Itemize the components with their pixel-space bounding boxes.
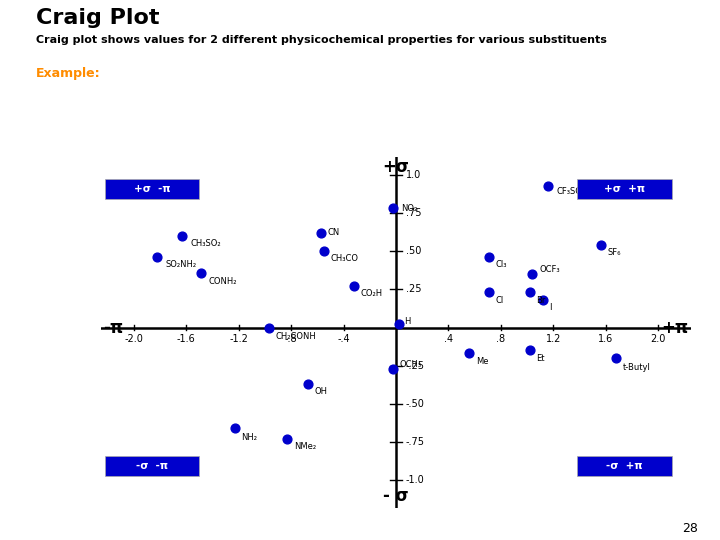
Point: [537, 296, 549, 305]
Text: -.25: -.25: [406, 361, 425, 370]
Point: [194, 268, 206, 277]
Text: Craig plot shows values for 2 different physicochemical properties for various s: Craig plot shows values for 2 different …: [36, 35, 607, 45]
Text: SF₆: SF₆: [607, 248, 621, 257]
Text: +σ: +σ: [382, 158, 410, 176]
Text: -.8: -.8: [284, 334, 297, 344]
Point: [282, 435, 293, 443]
FancyBboxPatch shape: [577, 179, 672, 199]
Point: [464, 349, 475, 358]
Text: 1.0: 1.0: [406, 170, 421, 180]
Text: -1.2: -1.2: [229, 334, 248, 344]
Point: [542, 181, 554, 190]
FancyBboxPatch shape: [577, 456, 672, 476]
Text: -.4: -.4: [337, 334, 350, 344]
Text: 2.0: 2.0: [651, 334, 666, 344]
Point: [527, 270, 539, 279]
Text: CF₃SO₃: CF₃SO₃: [556, 187, 585, 196]
Text: NMe₂: NMe₂: [294, 442, 316, 451]
Text: .50: .50: [406, 246, 421, 256]
Text: SO₂NH₂: SO₂NH₂: [165, 260, 197, 269]
Text: CH₃CO: CH₃CO: [330, 254, 359, 264]
Text: -σ  +π: -σ +π: [606, 461, 642, 471]
Point: [595, 241, 606, 249]
Point: [315, 228, 327, 237]
Text: +π: +π: [662, 319, 688, 336]
Point: [176, 232, 188, 240]
Text: +σ  +π: +σ +π: [604, 185, 645, 194]
Text: Cl₃: Cl₃: [495, 260, 507, 269]
Point: [318, 247, 330, 255]
Text: +σ  -π: +σ -π: [134, 185, 170, 194]
Text: I: I: [549, 303, 552, 312]
Text: -σ  -π: -σ -π: [136, 461, 168, 471]
Point: [483, 253, 495, 262]
Text: -1.6: -1.6: [176, 334, 195, 344]
Text: -π: -π: [104, 319, 124, 336]
Text: CO₂H: CO₂H: [361, 289, 383, 299]
Text: t-Butyl: t-Butyl: [623, 363, 651, 372]
Point: [151, 253, 163, 262]
Text: -1.0: -1.0: [406, 475, 425, 485]
Point: [229, 424, 240, 433]
Text: Example:: Example:: [36, 68, 101, 80]
Text: - σ: - σ: [383, 487, 409, 504]
FancyBboxPatch shape: [104, 179, 199, 199]
Point: [611, 354, 622, 362]
Text: .75: .75: [406, 208, 421, 218]
Text: OCF₃: OCF₃: [539, 265, 559, 274]
FancyBboxPatch shape: [104, 456, 199, 476]
Text: Craig Plot: Craig Plot: [36, 8, 160, 28]
Text: .25: .25: [406, 285, 421, 294]
Text: -2.0: -2.0: [124, 334, 143, 344]
Text: Cl: Cl: [495, 295, 504, 305]
Text: OCH₃: OCH₃: [400, 360, 422, 369]
Text: -.50: -.50: [406, 399, 425, 409]
Point: [348, 282, 360, 291]
Point: [393, 320, 405, 329]
Text: Me: Me: [476, 356, 489, 366]
Point: [524, 288, 536, 297]
Text: Et: Et: [536, 354, 545, 362]
Point: [263, 323, 274, 332]
Point: [524, 346, 536, 355]
Text: NH₂: NH₂: [241, 433, 257, 442]
Text: OH: OH: [315, 387, 328, 396]
Text: CH₃SO₂: CH₃SO₂: [190, 239, 220, 248]
Text: -.75: -.75: [406, 437, 425, 447]
Text: .4: .4: [444, 334, 453, 344]
Point: [302, 380, 314, 388]
Point: [483, 288, 495, 297]
Text: 1.2: 1.2: [546, 334, 561, 344]
Text: 1.6: 1.6: [598, 334, 613, 344]
Text: Br: Br: [536, 295, 546, 305]
Text: CONH₂: CONH₂: [208, 277, 237, 286]
Text: .8: .8: [496, 334, 505, 344]
Point: [387, 364, 399, 373]
Text: CN: CN: [328, 228, 340, 238]
Point: [387, 204, 399, 213]
Text: 28: 28: [683, 522, 698, 535]
Text: CH₂CONH: CH₂CONH: [275, 332, 316, 341]
Text: H: H: [404, 317, 410, 326]
Text: NO₂: NO₂: [401, 204, 418, 213]
